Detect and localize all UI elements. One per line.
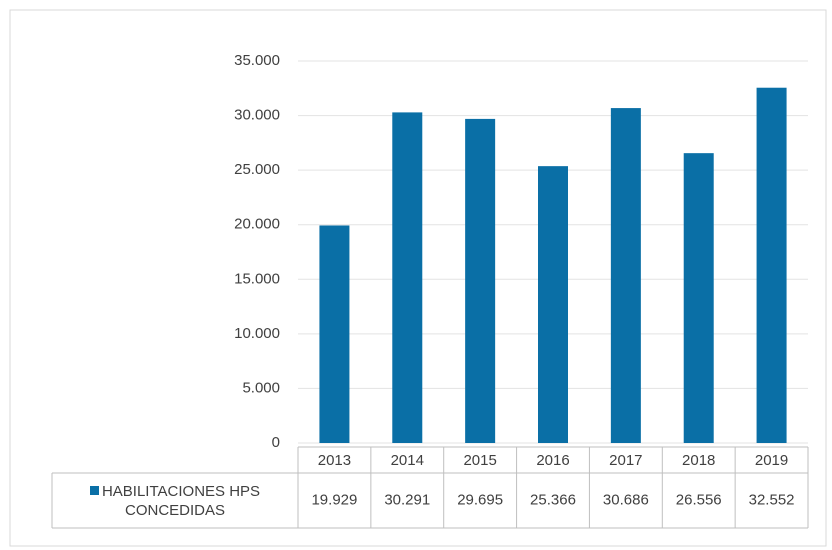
y-tick-label: 5.000 [242,379,280,396]
value-label: 19.929 [311,491,357,508]
legend-swatch [89,486,99,495]
legend-entry: HABILITACIONES HPS CONCEDIDAS [54,482,296,520]
y-tick-label: 10.000 [234,325,280,342]
value-label: 32.552 [749,491,795,508]
x-tick-label: 2016 [536,452,569,469]
bar [756,87,787,443]
y-tick-label: 0 [272,434,280,451]
bar [683,153,714,444]
x-tick-label: 2013 [318,452,351,469]
value-label: 26.556 [676,491,722,508]
y-tick-label: 35.000 [234,52,280,69]
value-label: 29.695 [457,491,503,508]
x-tick-label: 2015 [463,452,496,469]
y-tick-label: 15.000 [234,270,280,287]
bar [392,112,423,443]
frame [9,9,827,547]
value-label: 30.686 [603,491,649,508]
bar [465,118,496,444]
y-tick-label: 25.000 [234,161,280,178]
value-label: 30.291 [384,491,430,508]
bar [538,166,568,443]
y-tick-label: 30.000 [234,107,280,124]
value-label: 25.366 [530,491,576,508]
legend-cell: HABILITACIONES HPS CONCEDIDAS [54,475,296,527]
bar [610,108,641,443]
y-tick-label: 20.000 [234,216,280,233]
x-tick-label: 2014 [391,452,424,469]
bar [319,225,350,443]
legend-label: HABILITACIONES HPS CONCEDIDAS [101,483,261,519]
x-tick-label: 2018 [682,452,715,469]
x-tick-label: 2017 [609,452,642,469]
x-tick-label: 2019 [755,452,788,469]
